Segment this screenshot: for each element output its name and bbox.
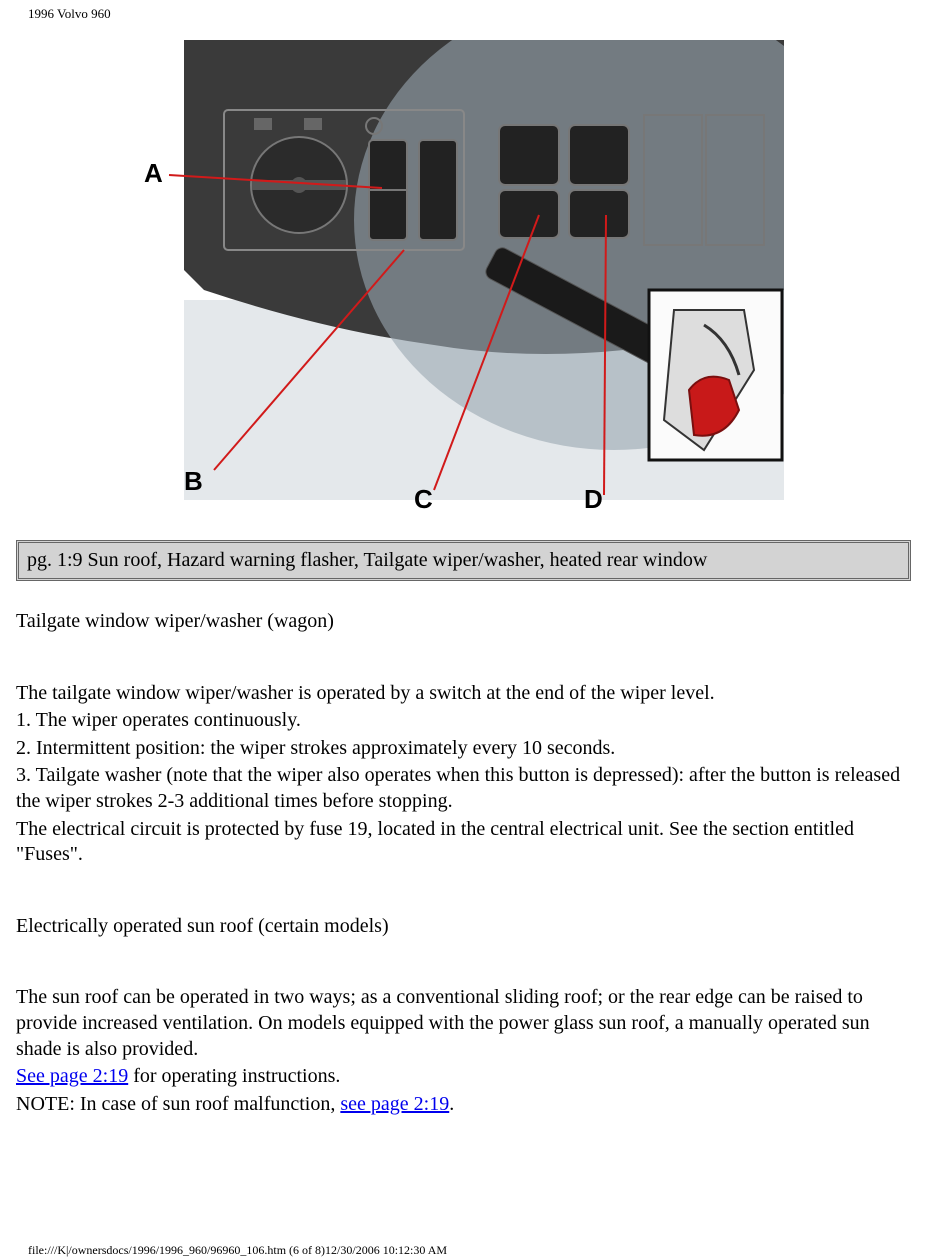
see-page-link-1[interactable]: See page 2:19 — [16, 1065, 128, 1087]
tailgate-p1: The tailgate window wiper/washer is oper… — [16, 681, 911, 707]
section-title-bar: pg. 1:9 Sun roof, Hazard warning flasher… — [16, 540, 911, 581]
tailgate-l3: 3. Tailgate washer (note that the wiper … — [16, 763, 911, 814]
sunroof-link-line: See page 2:19 for operating instructions… — [16, 1064, 911, 1090]
sunroof-heading: Electrically operated sun roof (certain … — [16, 914, 911, 940]
sunroof-note-line: NOTE: In case of sun roof malfunction, s… — [16, 1092, 911, 1118]
diagram-label-a: A — [144, 158, 163, 188]
footer-text: file:///K|/ownersdocs/1996/1996_960/9696… — [28, 1243, 447, 1257]
tailgate-p2: The electrical circuit is protected by f… — [16, 817, 911, 868]
section-tailgate-heading-block: Tailgate window wiper/washer (wagon) — [16, 609, 911, 635]
sunroof-p1: The sun roof can be operated in two ways… — [16, 985, 911, 1062]
diagram-label-c: C — [414, 484, 433, 510]
header-title: 1996 Volvo 960 — [28, 6, 111, 21]
see-page-link-2[interactable]: see page 2:19 — [340, 1093, 449, 1115]
content-area: pg. 1:9 Sun roof, Hazard warning flasher… — [0, 540, 927, 1117]
diagram-label-b: B — [184, 466, 203, 496]
after-link1: for operating instructions. — [128, 1065, 340, 1087]
page-footer: file:///K|/ownersdocs/1996/1996_960/9696… — [0, 1163, 927, 1258]
section-title-text: pg. 1:9 Sun roof, Hazard warning flasher… — [27, 549, 707, 571]
page-header: 1996 Volvo 960 — [0, 0, 927, 22]
dashboard-diagram: A B C D — [144, 40, 784, 510]
diagram-svg: A B C D — [144, 40, 784, 510]
tailgate-l1: 1. The wiper operates continuously. — [16, 708, 911, 734]
section-sunroof-heading-block: Electrically operated sun roof (certain … — [16, 914, 911, 940]
section-tailgate-body: The tailgate window wiper/washer is oper… — [16, 681, 911, 868]
note-post: . — [449, 1093, 454, 1115]
section-sunroof-body: The sun roof can be operated in two ways… — [16, 985, 911, 1117]
tailgate-l2: 2. Intermittent position: the wiper stro… — [16, 736, 911, 762]
note-pre: NOTE: In case of sun roof malfunction, — [16, 1093, 340, 1115]
diagram-label-d: D — [584, 484, 603, 510]
tailgate-heading: Tailgate window wiper/washer (wagon) — [16, 609, 911, 635]
